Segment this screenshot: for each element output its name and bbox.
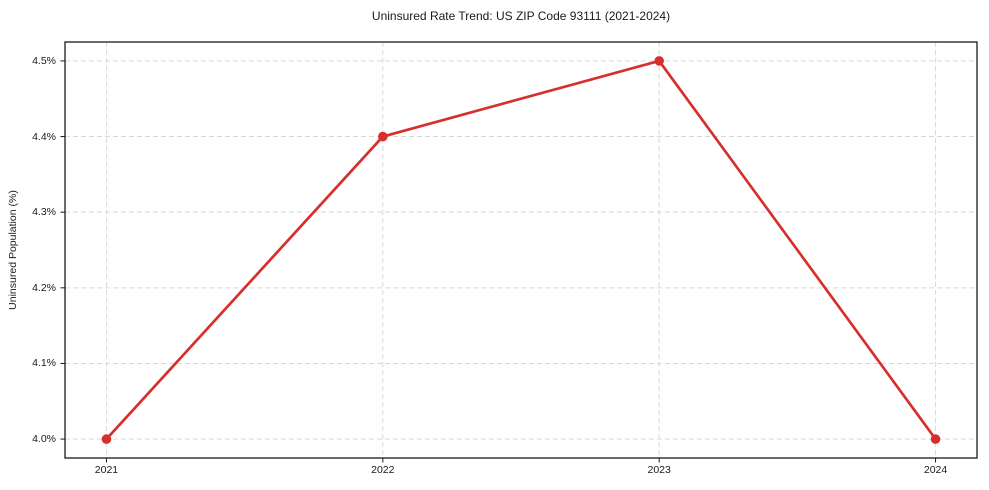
y-tick-label: 4.0%: [32, 433, 56, 446]
plot-border: [64, 41, 978, 459]
data-point-marker: [378, 131, 388, 142]
x-tick-label: 2022: [371, 464, 395, 476]
y-tick-label: 4.1%: [32, 357, 56, 370]
y-tick-label: 4.3%: [32, 206, 56, 219]
data-point-marker: [101, 434, 112, 444]
x-tick-label: 2023: [647, 464, 671, 476]
y-tick-label: 4.2%: [32, 281, 56, 294]
x-tick-label: 2024: [923, 464, 948, 476]
x-tick-label: 2021: [94, 464, 119, 476]
data-point-marker: [930, 434, 941, 444]
y-tick-label: 4.4%: [32, 130, 56, 143]
trend-line: [105, 59, 937, 441]
y-tick-label: 4.5%: [32, 54, 56, 67]
chart-title: Uninsured Rate Trend: US ZIP Code 93111 …: [371, 9, 671, 23]
data-point-marker: [654, 56, 664, 66]
